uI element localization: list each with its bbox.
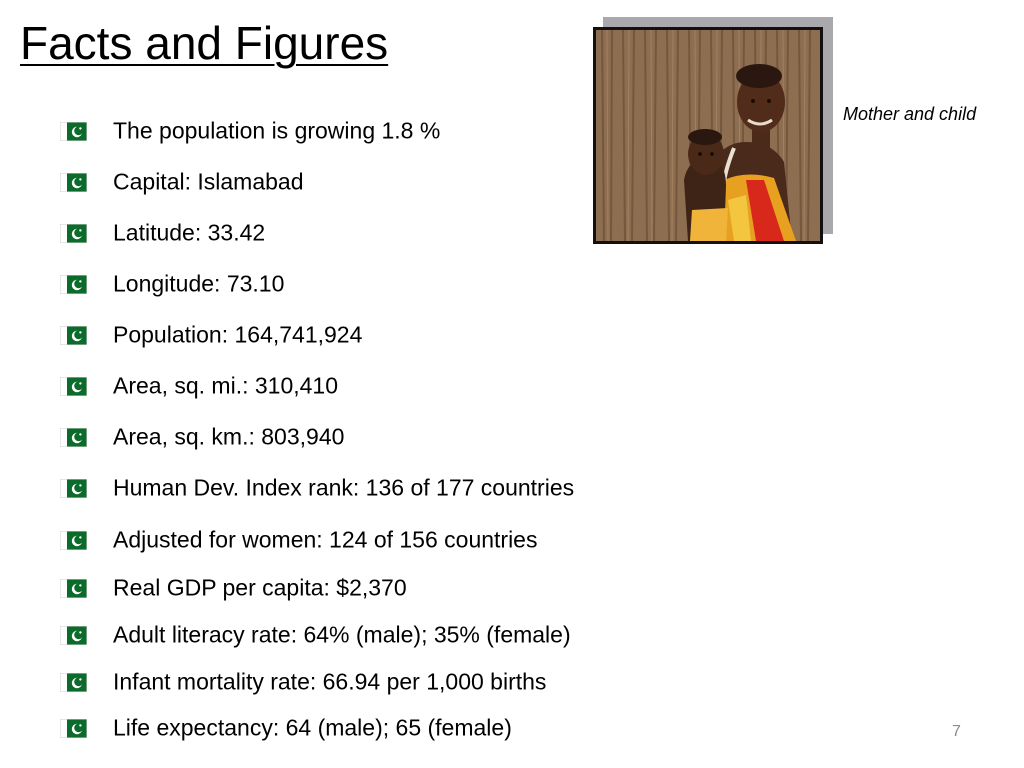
bullet-text: Life expectancy: 64 (male); 65 (female) xyxy=(113,714,512,741)
bullet-item: Infant mortality rate: 66.94 per 1,000 b… xyxy=(60,667,546,697)
bullet-text: Area, sq. km.: 803,940 xyxy=(113,423,345,450)
bullet-item: Longitude: 73.10 xyxy=(60,269,284,299)
pakistan-flag-icon xyxy=(60,325,87,345)
pakistan-flag-icon xyxy=(60,172,87,192)
bullet-item: Area, sq. mi.: 310,410 xyxy=(60,371,338,401)
pakistan-flag-icon xyxy=(60,427,87,447)
bullet-text: Population: 164,741,924 xyxy=(113,321,363,348)
bullet-text: Adjusted for women: 124 of 156 countries xyxy=(113,526,538,553)
bullet-item: Area, sq. km.: 803,940 xyxy=(60,422,344,452)
bullet-text: The population is growing 1.8 % xyxy=(113,117,441,144)
slide-title: Facts and Figures xyxy=(20,17,389,69)
bullet-text: Latitude: 33.42 xyxy=(113,219,266,246)
pakistan-flag-icon xyxy=(60,478,87,498)
pakistan-flag-icon xyxy=(60,223,87,243)
bullet-item: Life expectancy: 64 (male); 65 (female) xyxy=(60,713,512,743)
bullet-item: Population: 164,741,924 xyxy=(60,320,362,350)
pakistan-flag-icon xyxy=(60,672,87,692)
bullet-text: Real GDP per capita: $2,370 xyxy=(113,574,407,601)
mother-and-child-photo xyxy=(593,27,823,244)
pakistan-flag-icon xyxy=(60,121,87,141)
bullet-text: Adult literacy rate: 64% (male); 35% (fe… xyxy=(113,621,571,648)
pakistan-flag-icon xyxy=(60,578,87,598)
bullet-text: Area, sq. mi.: 310,410 xyxy=(113,372,339,399)
pakistan-flag-icon xyxy=(60,376,87,396)
pakistan-flag-icon xyxy=(60,274,87,294)
photo-caption: Mother and child xyxy=(843,104,977,124)
pakistan-flag-icon xyxy=(60,718,87,738)
pakistan-flag-icon xyxy=(60,530,87,550)
bullet-text: Capital: Islamabad xyxy=(113,168,304,195)
bullet-item: Adjusted for women: 124 of 156 countries xyxy=(60,525,537,555)
bullet-item: Latitude: 33.42 xyxy=(60,218,265,248)
bullet-item: Human Dev. Index rank: 136 of 177 countr… xyxy=(60,473,574,503)
bullet-item: The population is growing 1.8 % xyxy=(60,116,440,146)
pakistan-flag-icon xyxy=(60,625,87,645)
bullet-item: Real GDP per capita: $2,370 xyxy=(60,573,407,603)
bullet-text: Human Dev. Index rank: 136 of 177 countr… xyxy=(113,474,575,501)
slide-number: 7 xyxy=(952,723,961,740)
bullet-text: Infant mortality rate: 66.94 per 1,000 b… xyxy=(113,668,547,695)
bullet-item: Adult literacy rate: 64% (male); 35% (fe… xyxy=(60,620,571,650)
bullet-text: Longitude: 73.10 xyxy=(113,270,285,297)
bullet-item: Capital: Islamabad xyxy=(60,167,304,197)
